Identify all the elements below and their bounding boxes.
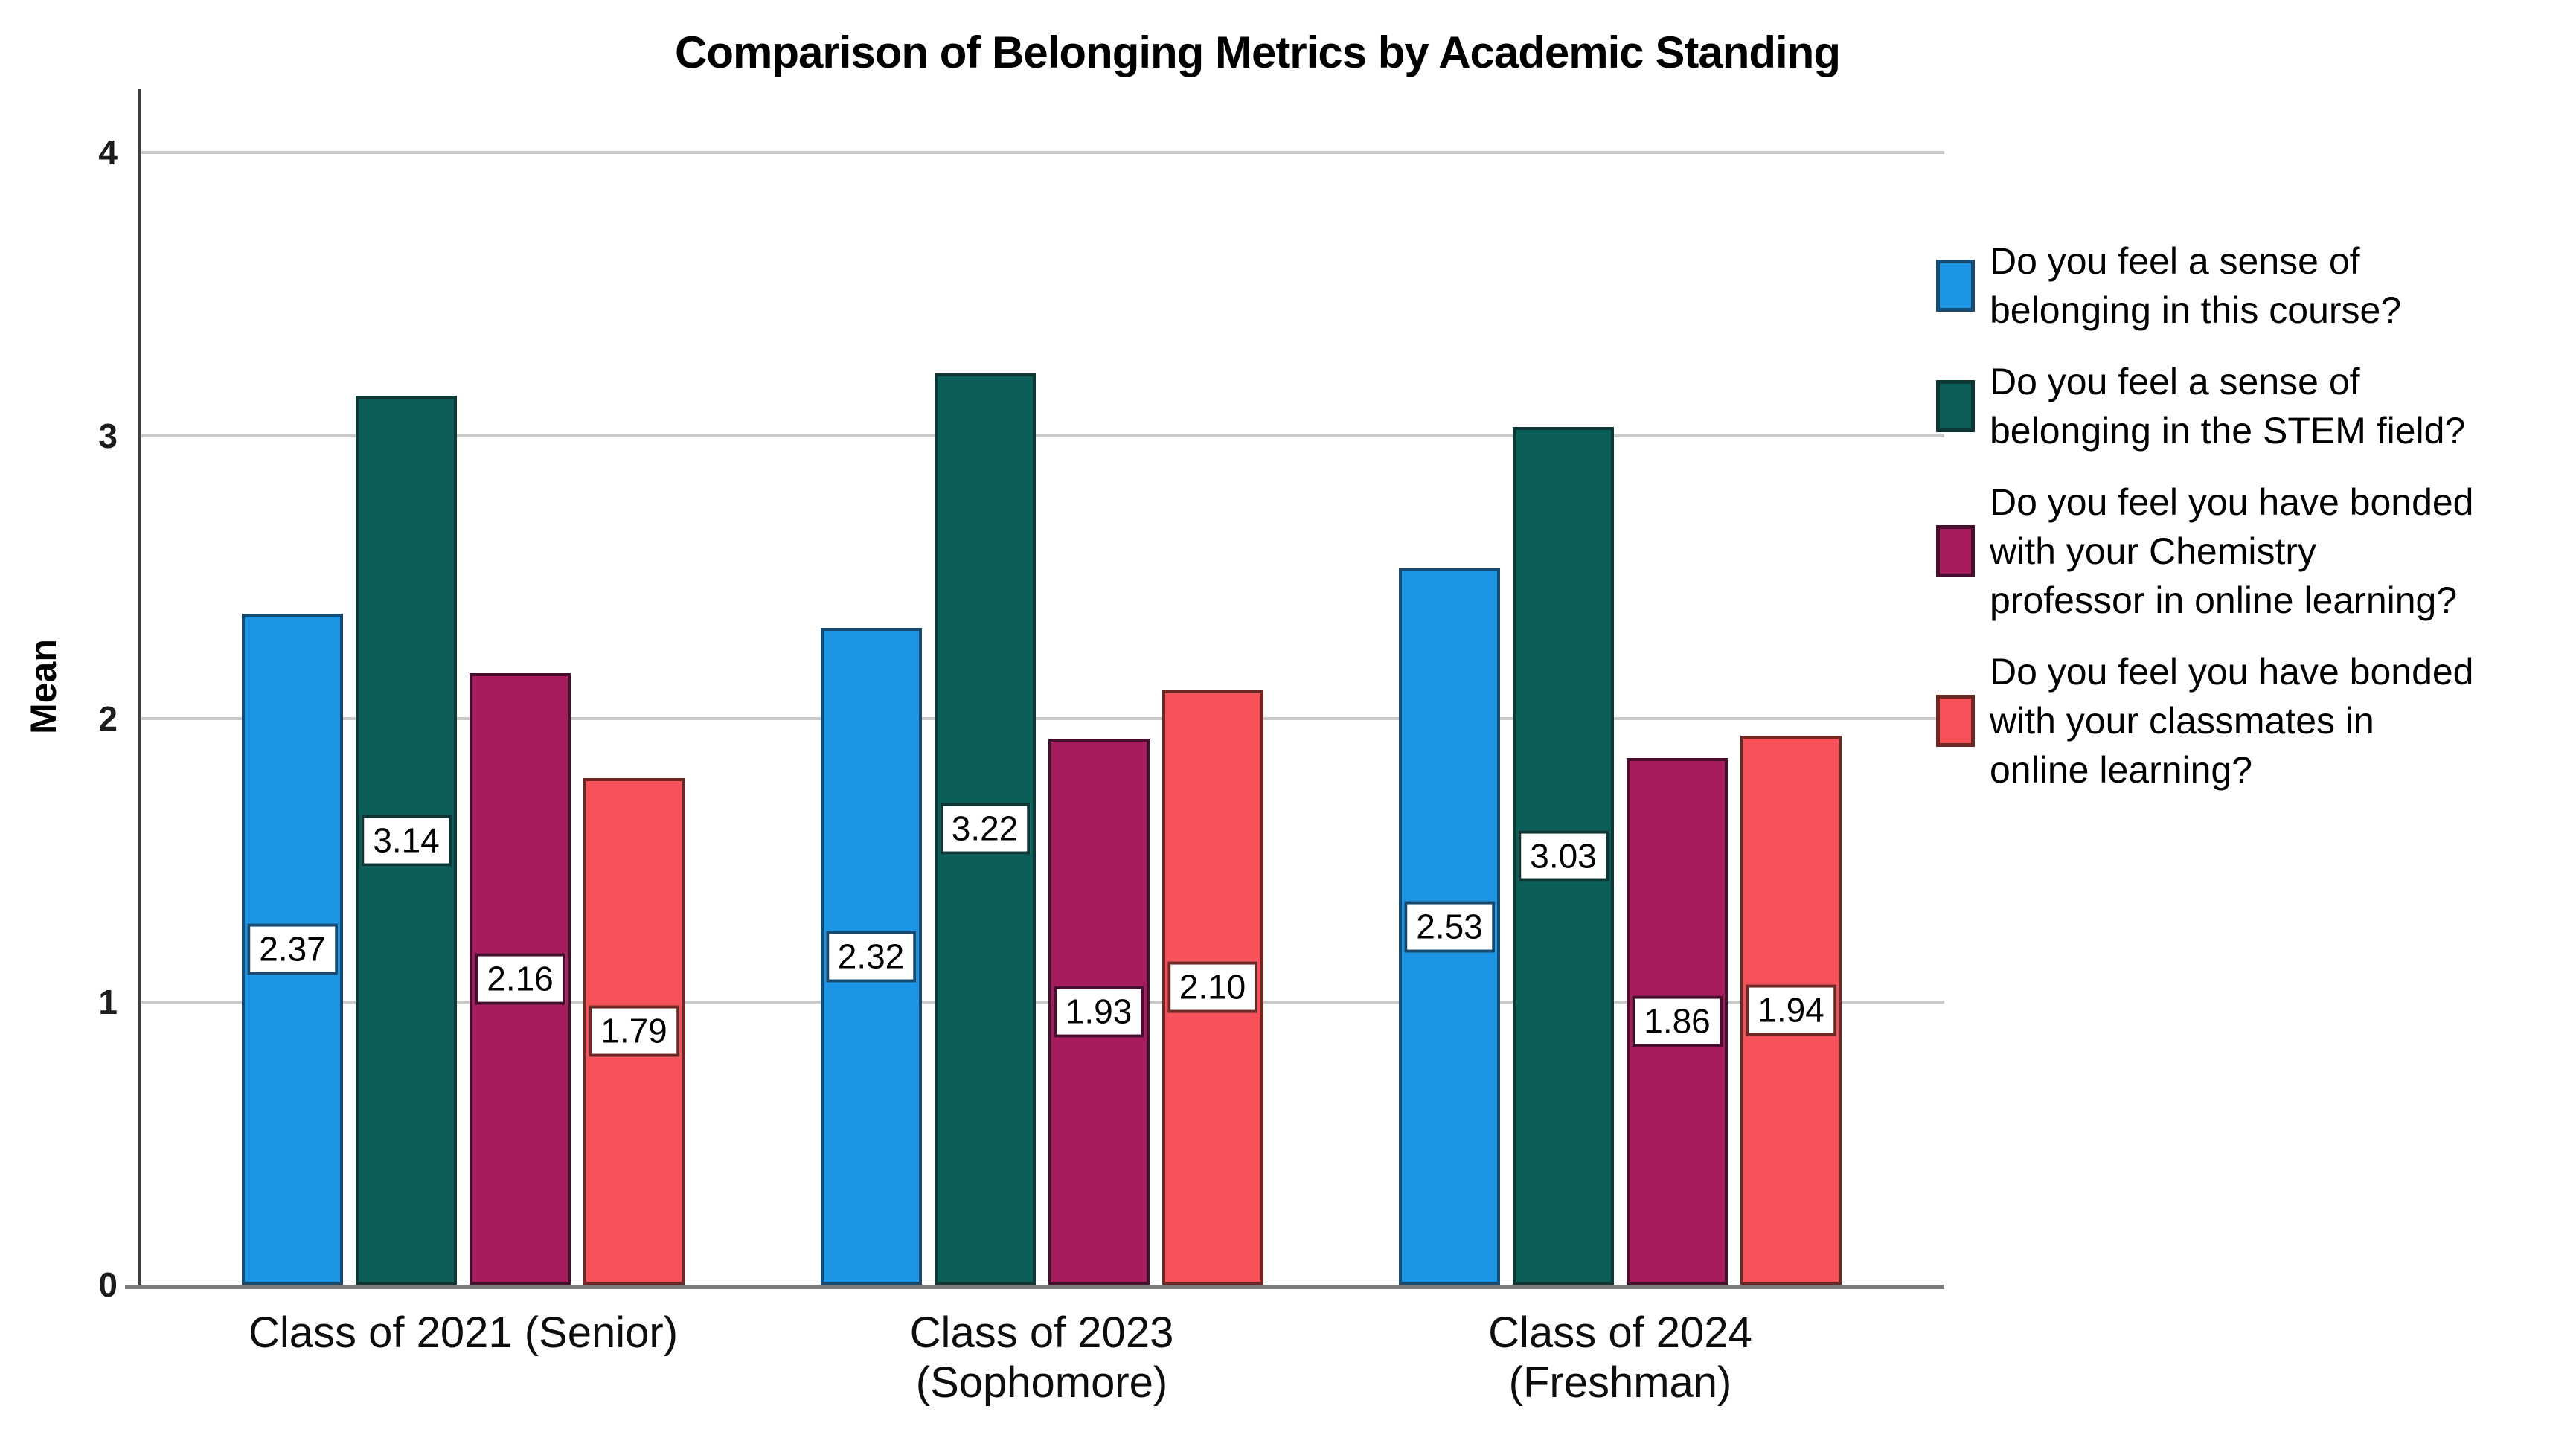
legend-swatch-course-belonging [1936, 260, 1975, 312]
y-tick-label-0: 0 [98, 1265, 118, 1304]
value-label: 2.10 [1167, 962, 1258, 1013]
legend-label: Do you feel you have bonded with your Ch… [1990, 481, 2474, 621]
value-label: 1.86 [1632, 995, 1723, 1047]
value-label: 2.37 [247, 923, 338, 975]
legend-item-professor-bond: Do you feel you have bonded with your Ch… [1936, 478, 2576, 625]
gridline-y4 [141, 151, 1944, 154]
legend-item-course-belonging: Do you feel a sense of belonging in this… [1936, 237, 2576, 335]
x-category-label-2: Class of 2023 (Sophomore) [909, 1309, 1174, 1407]
gridline-y1 [141, 1000, 1944, 1004]
value-label: 1.94 [1746, 984, 1836, 1036]
chart-title: Comparison of Belonging Metrics by Acade… [675, 28, 1841, 77]
y-tick-label-3: 3 [98, 416, 118, 455]
legend-item-stem-belonging: Do you feel a sense of belonging in the … [1936, 357, 2576, 455]
legend-label: Do you feel a sense of belonging in the … [1990, 361, 2466, 452]
gridline-y2 [141, 717, 1944, 720]
legend-swatch-stem-belonging [1936, 380, 1975, 432]
y-tick-label-2: 2 [98, 699, 118, 738]
value-label: 3.03 [1518, 830, 1609, 882]
value-label: 3.14 [361, 815, 452, 867]
legend: Do you feel a sense of belonging in this… [1936, 237, 2576, 794]
legend-swatch-professor-bond [1936, 525, 1975, 577]
value-label: 1.79 [589, 1005, 679, 1057]
value-label: 2.53 [1404, 901, 1495, 953]
value-label: 1.93 [1053, 986, 1144, 1038]
y-tick-label-1: 1 [98, 982, 118, 1021]
legend-item-classmates-bond: Do you feel you have bonded with your cl… [1936, 647, 2576, 794]
y-axis-line [138, 89, 141, 1288]
legend-swatch-classmates-bond [1936, 695, 1975, 747]
value-label: 2.32 [825, 931, 917, 983]
legend-label: Do you feel a sense of belonging in this… [1990, 240, 2402, 331]
x-axis-line [125, 1285, 1944, 1289]
value-label: 3.22 [939, 803, 1031, 855]
value-label: 2.16 [475, 953, 565, 1005]
x-category-label-3: Class of 2024 (Freshman) [1488, 1309, 1752, 1407]
x-category-label-1: Class of 2021 (Senior) [248, 1309, 679, 1357]
gridline-y3 [141, 434, 1944, 437]
y-tick-label-4: 4 [98, 133, 118, 172]
legend-label: Do you feel you have bonded with your cl… [1990, 651, 2474, 791]
